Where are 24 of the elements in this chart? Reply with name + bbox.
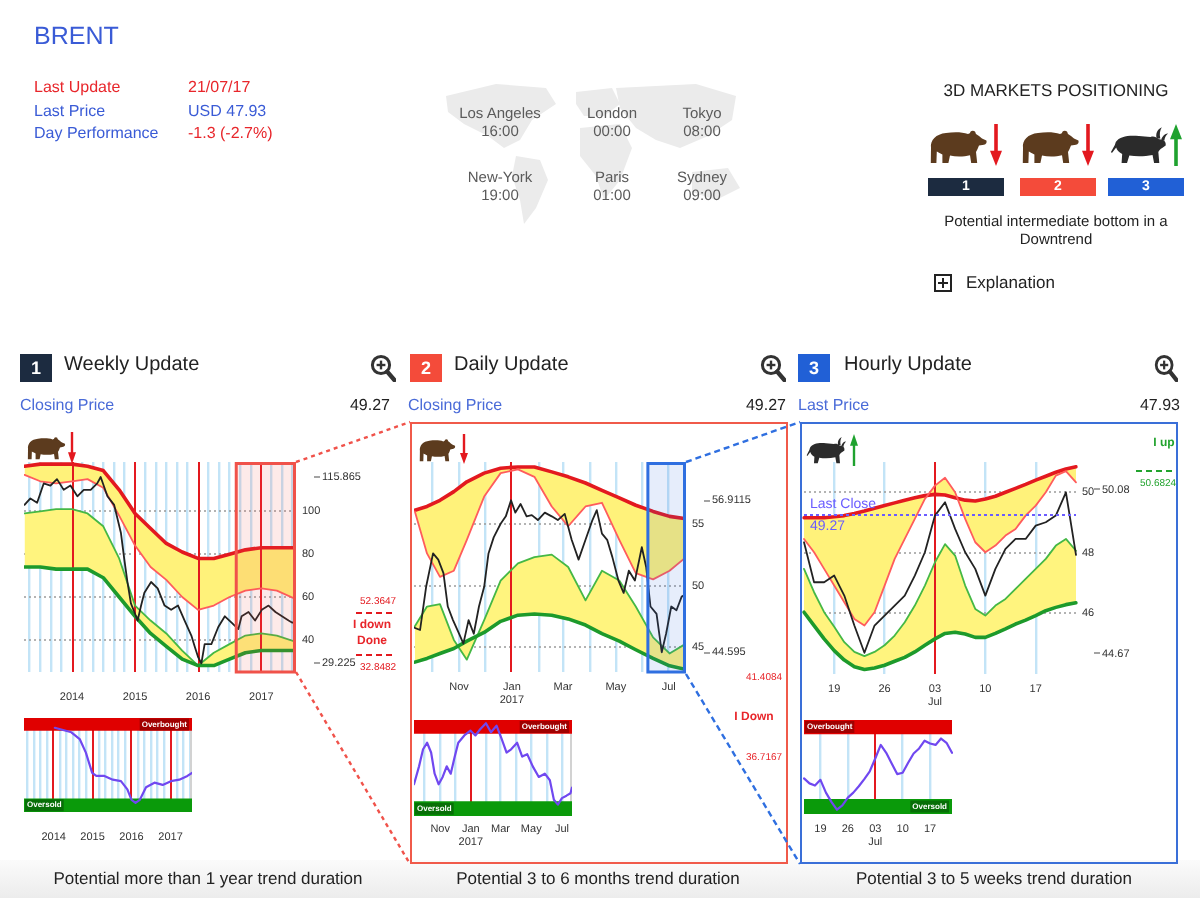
text: Potential 3 to 6 months trend duration [456,868,740,888]
text: Potential more than 1 year trend duration [53,868,363,888]
number-badge: 3 [798,354,830,382]
text: Explanation [966,272,1055,292]
number-badge: 1 [20,354,52,382]
text: Potential 3 to 5 weeks trend duration [856,868,1132,888]
text: USD 47.93 [188,101,267,119]
chart-subtitle: Closing Price [20,396,115,414]
text: 49.27 [745,396,786,414]
text: 3D MARKETS POSITIONING [943,80,1169,100]
text: Last Price [34,101,106,119]
number-badge: 2 [410,354,442,382]
chart-subtitle: Closing Price [408,396,503,414]
text: BRENT [34,22,119,50]
text: Day Performance [34,124,159,142]
chart-title: Weekly Update [64,354,200,376]
chart-title: Hourly Update [844,354,972,376]
text: 49.27 [349,396,390,414]
chart-title: Daily Update [454,354,569,376]
text: 21/07/17 [188,78,251,96]
text: 47.93 [1139,396,1180,414]
text: Last Update [34,78,121,96]
chart-subtitle: Last Price [798,396,870,414]
text: -1.3 (-2.7%) [188,124,273,142]
